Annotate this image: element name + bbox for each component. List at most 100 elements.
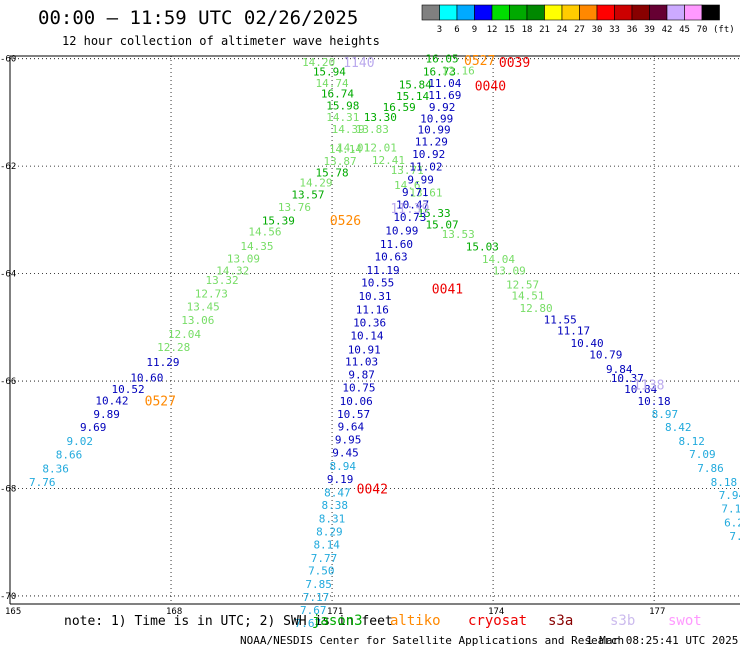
colorbar-swatch [491, 4, 510, 21]
latitude-label: -62 [0, 162, 16, 172]
colorbar-swatch [649, 4, 668, 21]
wave-height-reading: 7.17 [303, 591, 330, 604]
map-title: 00:00 – 11:59 UTC 02/26/2025 [38, 7, 358, 29]
wave-height-reading: 8.31 [319, 513, 346, 526]
wave-height-reading: 14.56 [248, 226, 281, 239]
wave-height-reading: 13.61 [409, 186, 442, 199]
wave-height-reading: 7.19 [729, 530, 740, 543]
wave-height-reading: 13.09 [227, 253, 260, 266]
wave-height-reading: 11.03 [345, 356, 378, 369]
pass-time-tag: 0527 [464, 54, 495, 69]
wave-height-reading: 11.69 [428, 89, 461, 102]
wave-height-reading: 13.76 [278, 201, 311, 214]
wave-height-reading: 12.73 [195, 287, 228, 300]
generated-timestamp: 1 Mar 08:25:41 UTC 2025 [586, 634, 738, 647]
wave-height-reading: 10.31 [358, 290, 391, 303]
wave-height-reading: 10.42 [95, 394, 128, 407]
wave-height-reading: 8.94 [330, 460, 357, 473]
latitude-label: -60 [0, 55, 16, 65]
latitude-label: -70 [0, 592, 16, 602]
wave-height-reading: 9.02 [67, 435, 94, 448]
wave-height-reading: 11.02 [409, 161, 442, 174]
wave-height-reading: 8.14 [313, 538, 340, 551]
wave-height-reading: 13.45 [187, 300, 220, 313]
wave-height-reading: 13.30 [364, 111, 397, 124]
colorbar-swatch [596, 4, 615, 21]
colorbar-tick-label: 12 [487, 25, 498, 35]
wave-height-reading: 10.14 [350, 329, 383, 342]
wave-height-reading: 10.91 [348, 343, 381, 356]
wave-height-reading: 11.29 [415, 135, 448, 148]
wave-height-reading: 12.28 [157, 341, 190, 354]
wave-height-reading: 15.03 [466, 241, 499, 254]
wave-height-reading: 13.32 [205, 274, 238, 287]
graticule [10, 56, 740, 604]
wave-height-reading: 13.83 [356, 123, 389, 136]
mission-legend-entry: altiko [390, 613, 441, 629]
wave-height-reading: 9.19 [327, 473, 354, 486]
pass-time-tag: 1138 [633, 378, 664, 393]
longitude-label: 171 [327, 607, 343, 617]
wave-height-reading: 8.18 [711, 476, 738, 489]
colorbar-tick-label: 6 [454, 25, 459, 35]
colorbar-swatch [631, 4, 650, 21]
wave-height-reading: 14.51 [511, 290, 544, 303]
colorbar-swatch [526, 4, 545, 21]
longitude-labels: 165 168 171 174 177 [5, 607, 665, 617]
wave-height-reading: 8.38 [321, 499, 348, 512]
wave-height-reading: 15.07 [426, 219, 459, 232]
colorbar-swatch [474, 4, 493, 21]
wave-height-reading: 8.97 [652, 408, 679, 421]
wave-height-reading: 13.09 [493, 264, 526, 277]
wave-height-reading: 7.77 [311, 552, 338, 565]
colorbar-swatch [456, 4, 475, 21]
wave-height-reading: 7.50 [308, 565, 335, 578]
wave-height-reading: 10.99 [385, 225, 418, 238]
wave-height-reading: 14.01 [337, 141, 370, 154]
track-c: 11.0411.699.9210.9910.9911.2910.9211.029… [295, 77, 462, 630]
wave-height-colorbar: 3 6 9 12 15 18 21 24 27 30 33 36 39 42 45 70 (ft) [421, 4, 735, 35]
wave-height-reading: 11.16 [356, 304, 389, 317]
colorbar-swatch [666, 4, 685, 21]
wave-height-reading: 10.99 [417, 124, 450, 137]
wave-height-reading: 7.14 [721, 502, 740, 515]
mission-legend-entry: cryosat [468, 613, 527, 629]
pass-time-tag: 0042 [357, 482, 388, 497]
colorbar-tick-label: 36 [627, 25, 638, 35]
wave-height-reading: 9.45 [332, 446, 359, 459]
colorbar-tick-label: 18 [522, 25, 533, 35]
credit-line: NOAA/NESDIS Center for Satellite Applica… [240, 634, 624, 647]
wave-height-reading: 15.14 [396, 90, 429, 103]
pass-time-tag: 11:39 [390, 202, 429, 217]
units-note: note: 1) Time is in UTC; 2) SWH is in fe… [64, 614, 393, 629]
wave-height-reading: 15.98 [326, 99, 359, 112]
wave-height-reading: 12.01 [364, 141, 397, 154]
wave-height-reading: 9.99 [407, 174, 434, 187]
colorbar-swatch [544, 4, 563, 21]
wave-height-reading: 8.12 [678, 435, 705, 448]
pass-time-tag: 0040 [475, 80, 506, 95]
wave-height-reading: 8.66 [56, 449, 83, 462]
wave-height-reading: 16.05 [426, 53, 459, 66]
pass-time-tags: 1140 0527 0039 0040 11:39 0526 0041 1138 0527 004… [145, 54, 665, 498]
wave-height-reading: 10.84 [624, 383, 657, 396]
latitude-label: -68 [0, 484, 16, 494]
wave-height-reading: 9.84 [606, 363, 633, 376]
wave-height-reading: 10.63 [375, 250, 408, 263]
satellite-tracks: 7.768.368.669.029.699.8910.4210.5210.601… [29, 53, 740, 630]
wave-height-reading: 10.92 [412, 148, 445, 161]
latitude-label: -64 [0, 270, 16, 280]
colorbar-swatch [684, 4, 703, 21]
longitude-label: 174 [488, 607, 504, 617]
wave-height-reading: 8.47 [324, 486, 351, 499]
latitude-label: -66 [0, 377, 16, 387]
wave-height-reading: 12.57 [506, 278, 539, 291]
wave-height-reading: 16.73 [423, 66, 456, 79]
map-subtitle: 12 hour collection of altimeter wave hei… [62, 34, 380, 48]
wave-height-reading: 10.52 [112, 383, 145, 396]
colorbar-tick-label: 33 [609, 25, 620, 35]
wave-height-reading: 15.39 [262, 214, 295, 227]
wave-height-reading: 7.85 [305, 578, 332, 591]
